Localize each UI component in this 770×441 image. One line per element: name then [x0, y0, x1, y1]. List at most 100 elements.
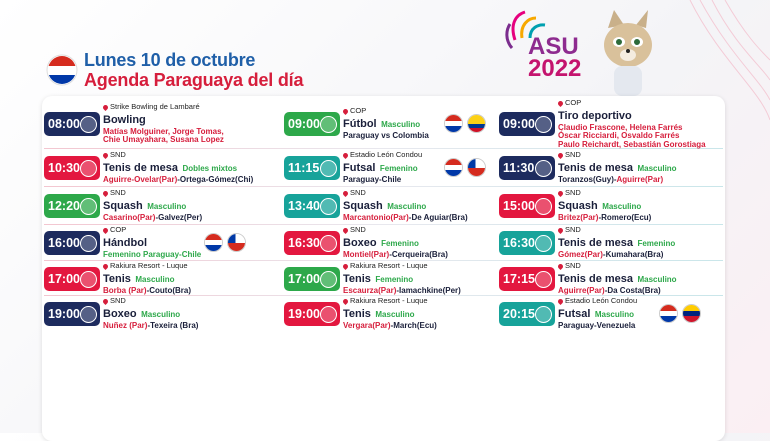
row-separator — [44, 148, 723, 149]
event: 09:00 COP Tiro deportivo Claudio Frascone, … — [499, 98, 714, 149]
venue-name: COP — [565, 98, 582, 108]
sport-line: Futsal Masculino — [558, 305, 637, 322]
detail: -Da Costa(Bra) — [604, 286, 661, 296]
flag — [444, 158, 463, 177]
sport-icon — [535, 305, 552, 323]
venue-name: SND — [110, 150, 126, 160]
time-badge: 13:40 — [284, 194, 340, 218]
row-separator — [44, 224, 723, 225]
sport-icon — [80, 159, 97, 177]
time-badge: 16:30 — [499, 231, 555, 255]
flag — [467, 158, 486, 177]
time: 19:00 — [288, 307, 320, 321]
detail: Casarino(Par) — [103, 213, 156, 223]
detail-line: Paulo Reichardt, Sebastián Gorostiaga — [558, 140, 706, 149]
category: Femenino — [637, 239, 676, 249]
event: 09:00 COP Fútbol Masculino Paraguay vs Colo… — [284, 100, 499, 148]
time: 09:00 — [288, 117, 320, 131]
pin-icon — [556, 297, 565, 305]
detail: Toranzos(Guy)- — [558, 175, 617, 185]
venue: Strike Bowling de Lambaré — [101, 102, 224, 112]
detail-line: Aguirre-Ovelar(Par)-Ortega-Gómez(Chi) — [103, 175, 253, 184]
time-badge: 19:00 — [44, 302, 100, 326]
sport-icon — [535, 159, 552, 177]
category: Femenino — [379, 164, 418, 174]
detail-line: Paraguay-Chile — [343, 175, 422, 184]
pin-icon — [556, 189, 565, 197]
venue: SND — [341, 189, 468, 197]
event: 16:30 SND Boxeo Femenino Montiel(Par)-Cerqu… — [284, 226, 499, 260]
sport: Tenis de mesa — [558, 273, 633, 286]
category: Femenino — [375, 275, 414, 285]
sport-line: Tenis Masculino — [343, 305, 437, 322]
flag — [467, 114, 486, 133]
flag — [659, 304, 678, 323]
event-info: Estadio León Condou Futsal Masculino Parag… — [556, 297, 637, 330]
sport: Tenis — [343, 308, 371, 321]
sport-line: Bowling — [103, 111, 224, 128]
time-badge: 19:00 — [284, 302, 340, 326]
venue: SND — [101, 189, 202, 197]
sport: Tenis — [103, 273, 131, 286]
event-info: SND Tenis de mesa Dobles mixtos Aguirre-Ov… — [101, 150, 253, 184]
time-badge: 09:00 — [284, 112, 340, 136]
sport: Tenis de mesa — [103, 162, 178, 175]
sport-icon — [320, 115, 337, 133]
sport-line: Tenis Femenino — [343, 270, 461, 287]
detail-line: Chie Umayahara, Susana Lopez — [103, 136, 224, 144]
sport: Bowling — [103, 114, 146, 127]
time: 08:00 — [48, 117, 80, 131]
time: 09:00 — [503, 117, 535, 131]
time-badge: 17:00 — [44, 267, 100, 291]
schedule-card — [42, 96, 725, 441]
sport: Squash — [343, 200, 383, 213]
venue-name: SND — [565, 225, 581, 235]
detail: Paraguay vs Colombia — [343, 131, 429, 141]
event-info: SND Squash Masculino Marcantonio(Par)-De A… — [341, 189, 468, 222]
venue: Estadio León Condou — [341, 151, 422, 159]
flags — [444, 158, 486, 177]
venue-name: Strike Bowling de Lambaré — [110, 102, 200, 112]
time-badge: 20:15 — [499, 302, 555, 326]
venue: SND — [556, 262, 677, 270]
pin-icon — [101, 103, 110, 111]
sport: Squash — [558, 200, 598, 213]
venue-name: SND — [565, 150, 581, 160]
detail: -Galvez(Per) — [155, 213, 203, 223]
sport: Fútbol — [343, 118, 377, 131]
venue-name: Rakiura Resort - Luque — [350, 296, 428, 306]
venue: COP — [556, 98, 706, 108]
sport-line: Tenis de mesa Dobles mixtos — [103, 159, 253, 176]
venue: SND — [556, 225, 675, 235]
detail: Matías Molguiner, Jorge Tomas, — [103, 126, 224, 136]
event: 20:15 Estadio León Condou Futsal Masculino… — [499, 297, 714, 331]
category: Masculino — [387, 202, 427, 212]
detail: Britez(Par) — [558, 213, 599, 223]
sport: Futsal — [343, 162, 376, 175]
detail-line: Britez(Par)-Romero(Ecu) — [558, 213, 651, 223]
detail: Gómez(Par) — [558, 250, 603, 260]
pin-icon — [556, 151, 565, 159]
event-info: Rakiura Resort - Luque Tenis Masculino Bor… — [101, 262, 191, 295]
time-badge: 17:00 — [284, 267, 340, 291]
logo-text: ASU — [528, 33, 579, 60]
time: 15:00 — [503, 199, 535, 213]
sport-line: Tiro deportivo — [558, 107, 706, 124]
detail-line: Matías Molguiner, Jorge Tomas, — [103, 126, 224, 136]
category: Femenino — [381, 239, 419, 249]
sport: Tenis de mesa — [558, 162, 633, 175]
event-info: COP Tiro deportivo Claudio Frascone, Helen… — [556, 98, 706, 149]
time-badge: 08:00 — [44, 112, 100, 136]
sport-line: Tenis de mesa Femenino — [558, 234, 675, 251]
venue: COP — [101, 226, 201, 234]
category: Masculino — [637, 275, 677, 285]
sport-icon — [535, 234, 552, 252]
detail: Escaurza(Par) — [343, 286, 397, 296]
time: 13:40 — [288, 199, 320, 213]
pin-icon — [556, 99, 565, 107]
event: 17:00 Rakiura Resort - Luque Tenis Femenin… — [284, 262, 499, 296]
detail-line: Claudio Frascone, Helena Farrés — [558, 123, 706, 132]
category: Masculino — [141, 310, 181, 320]
